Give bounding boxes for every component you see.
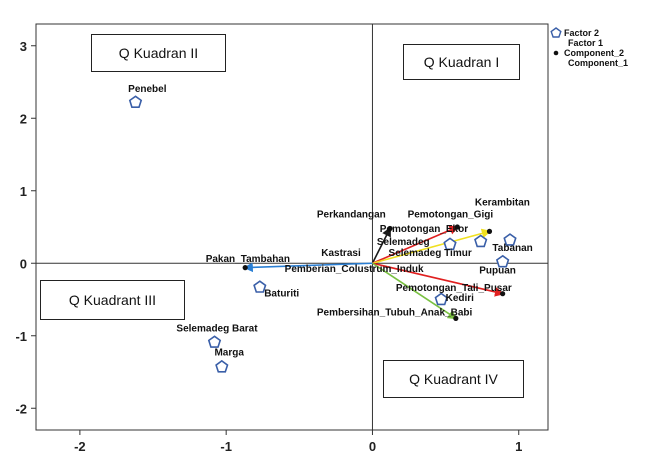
point-label: Pakan_Tambahan [206, 254, 290, 265]
loading-vector [372, 228, 492, 265]
point-label: Kastrasi [321, 248, 361, 259]
district-point [434, 292, 448, 306]
quadrant-label-3: Q Kuadrant III [40, 280, 185, 320]
district-point [443, 237, 457, 251]
district-point [495, 254, 510, 268]
y-tick-label: 1 [20, 184, 27, 199]
point-label: Marga [214, 347, 244, 358]
legend-marker-icon [550, 27, 562, 38]
point-label: Kediri [446, 293, 475, 304]
variable-point [454, 224, 460, 230]
point-label: Tabanan [492, 243, 532, 254]
y-tick-label: 3 [20, 39, 27, 54]
point-label: Perkandangan [317, 210, 386, 221]
loading-vector [371, 226, 391, 264]
quadrant-label-1: Q Kuadran I [403, 44, 520, 80]
legend-entry: Factor 1 [568, 38, 603, 48]
point-label: Selemadeg [377, 237, 430, 248]
y-tick-label: 0 [20, 256, 27, 271]
loading-vector [372, 225, 460, 264]
district-point [128, 95, 143, 108]
point-label: Pemotongan_Gigi [408, 210, 494, 221]
point-label: Penebel [128, 84, 167, 95]
quadrant-label-2: Q Kuadran II [91, 34, 226, 72]
legend-entry: Component_1 [568, 58, 628, 68]
district-point [474, 234, 488, 248]
variable-point [500, 291, 506, 297]
point-label: Pembersihan_Tubuh_Anak_Babi [317, 307, 473, 318]
point-label: Selemadeg Timur [389, 248, 472, 259]
point-label: Kerambitan [475, 197, 530, 208]
point-label: Pupuan [479, 265, 516, 276]
x-tick-label: 1 [515, 439, 522, 454]
point-label: Baturiti [264, 289, 299, 300]
loading-vector [243, 262, 373, 273]
point-label: Pemberian_Colustrum_Induk [285, 264, 424, 275]
district-point [215, 359, 229, 373]
variable-point [486, 228, 493, 234]
loading-vector [372, 262, 505, 297]
point-label: Pemotongan_Ekor [380, 224, 468, 235]
district-point [503, 233, 517, 246]
x-tick-label: -2 [74, 439, 86, 454]
district-point [207, 335, 222, 348]
legend-entry: Component_2 [564, 48, 624, 58]
point-label: Pemotongan_Tali_Pusar [396, 283, 512, 294]
legend-entry: Factor 2 [564, 28, 599, 38]
variable-point [387, 225, 393, 232]
x-tick-label: -1 [220, 439, 232, 454]
y-tick-label: -1 [15, 329, 27, 344]
district-point [253, 280, 267, 293]
plot-frame [35, 23, 549, 431]
x-tick-label: 0 [369, 439, 376, 454]
y-tick-label: 2 [20, 111, 27, 126]
variable-point [242, 265, 248, 271]
point-label: Selemadeg Barat [176, 323, 258, 334]
loading-vector [372, 262, 458, 320]
y-tick-label: -2 [15, 401, 27, 416]
variable-point [453, 315, 459, 321]
quadrant-label-4: Q Kuadrant IV [383, 360, 524, 398]
legend-marker-icon [553, 50, 559, 56]
